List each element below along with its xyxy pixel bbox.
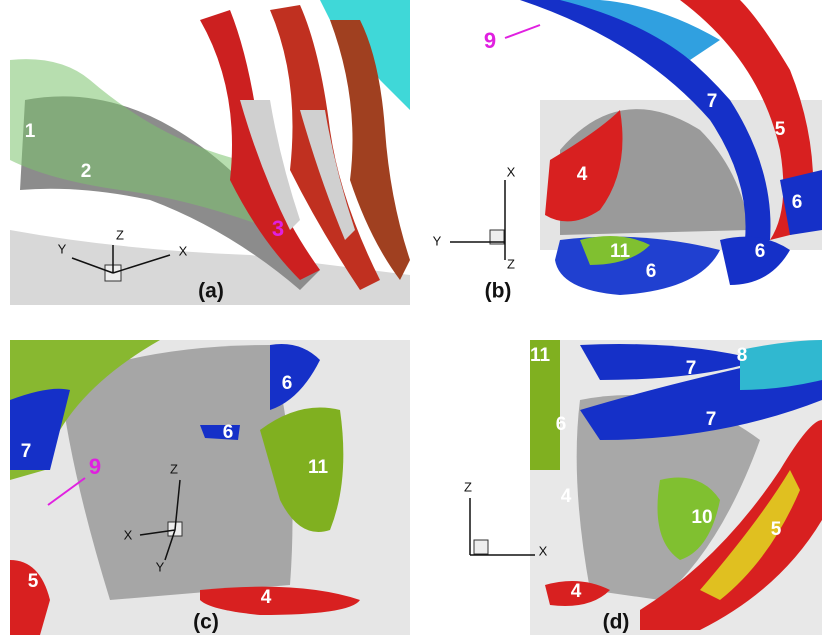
annotation: 11 — [308, 457, 329, 478]
annotation: 6 — [755, 241, 766, 262]
axis-label: Y — [156, 559, 165, 574]
annotation: 4 — [561, 486, 572, 507]
axis-label: X — [124, 527, 133, 542]
annotation: 4 — [571, 581, 582, 602]
annotation: 6 — [646, 261, 657, 282]
axis-label: X — [179, 243, 188, 258]
annotation: 5 — [771, 519, 782, 540]
panel-label: (b) — [485, 280, 512, 303]
annotation: 6 — [556, 414, 567, 435]
annotation: 7 — [706, 409, 717, 430]
annotation: 6 — [223, 422, 234, 443]
arrow — [505, 25, 540, 38]
annotation: 4 — [577, 164, 588, 185]
figure: 1 2 3 Y Z X (a) 9 8 7 5 4 6 11 6 6 X Y Z — [0, 0, 822, 635]
annotation: 9 — [484, 28, 496, 53]
axis-label: Z — [507, 256, 515, 271]
axis-label: X — [507, 164, 516, 179]
axis-label: Y — [433, 233, 442, 248]
axis-label: Z — [464, 479, 472, 494]
annotation: 6 — [792, 192, 803, 213]
annotation: 5 — [28, 571, 39, 592]
annotation: 2 — [81, 161, 92, 182]
annotation: 8 — [593, 64, 604, 85]
annotation: 7 — [707, 91, 718, 112]
annotation: 9 — [89, 454, 101, 479]
annotation: 8 — [737, 345, 748, 366]
axis-label: Z — [170, 461, 178, 476]
annotation: 5 — [775, 119, 786, 140]
annotation: 10 — [691, 507, 712, 528]
axis-label: Y — [58, 241, 67, 256]
annotation: 3 — [272, 216, 284, 241]
panel-label: (a) — [198, 280, 224, 303]
panel-label: (d) — [603, 611, 630, 634]
panel-c: 6 6 7 9 11 5 4 Z X Y (c) — [10, 340, 410, 635]
annotation: 4 — [261, 587, 272, 608]
annotation: 1 — [25, 121, 36, 142]
annotation: 11 — [610, 241, 631, 262]
axis-label: X — [539, 543, 548, 558]
axis-label: Z — [116, 227, 124, 242]
axis-cube — [474, 540, 488, 554]
panel-b: 9 8 7 5 4 6 11 6 6 X Y Z (b) — [433, 0, 822, 303]
annotation: 6 — [282, 373, 293, 394]
annotation: 7 — [686, 358, 697, 379]
panel-a: 1 2 3 Y Z X (a) — [10, 0, 410, 305]
panel-d: 11 7 8 6 7 4 10 5 4 Z X (d) — [464, 340, 822, 635]
vortex — [200, 425, 240, 440]
annotation: 11 — [530, 345, 551, 366]
panel-label: (c) — [193, 611, 219, 634]
axis-triad — [450, 180, 505, 260]
annotation: 7 — [21, 441, 32, 462]
